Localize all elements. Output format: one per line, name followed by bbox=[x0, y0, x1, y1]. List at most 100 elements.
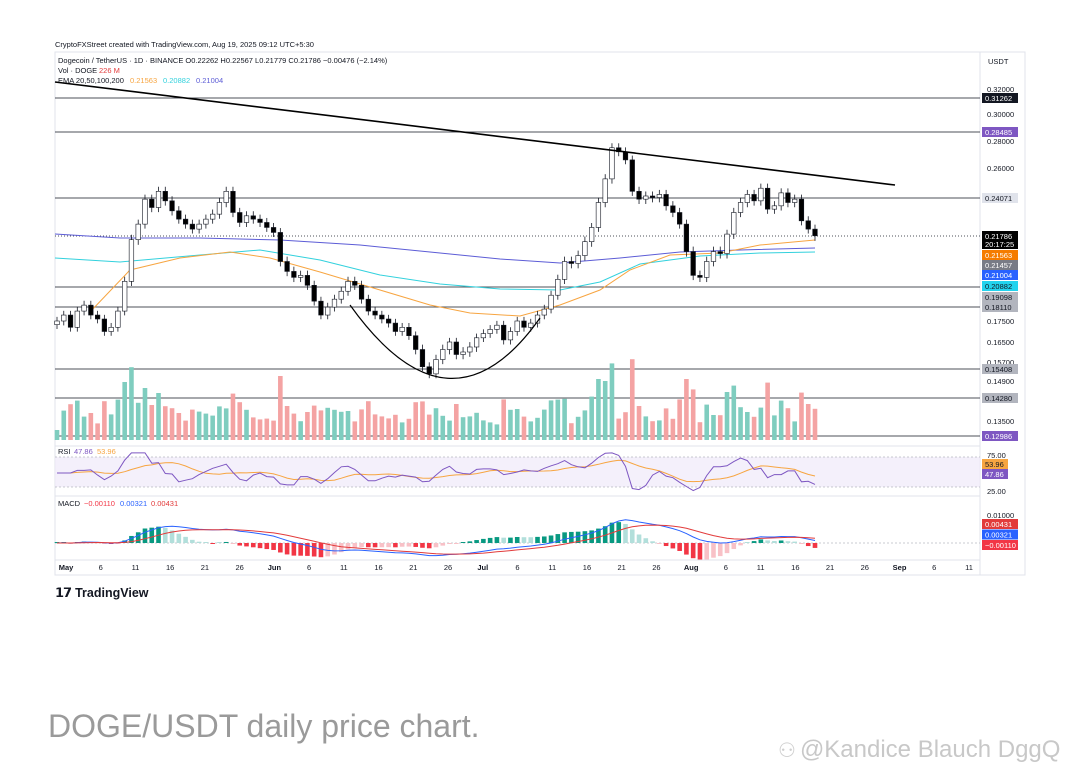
candle-body bbox=[237, 212, 243, 223]
macd-histogram-bar bbox=[426, 543, 432, 549]
image-caption: DOGE/USDT daily price chart. bbox=[48, 708, 480, 744]
candle-body bbox=[257, 218, 263, 223]
macd-histogram-bar bbox=[196, 541, 202, 543]
volume-bar bbox=[663, 408, 669, 440]
price-tick-label: 0.17500 bbox=[987, 317, 1014, 326]
macd-histogram-bar bbox=[704, 543, 710, 560]
macd-histogram-bar bbox=[697, 543, 703, 561]
macd-tag-label: 0.00321 bbox=[985, 531, 1012, 540]
candle-body bbox=[155, 191, 162, 208]
macd-histogram-bar bbox=[162, 527, 168, 543]
macd-histogram-bar bbox=[454, 543, 459, 544]
volume-bar bbox=[366, 401, 371, 440]
volume-bar bbox=[474, 412, 479, 440]
candle-body bbox=[751, 194, 757, 202]
ema-value: 0.21563 bbox=[130, 76, 157, 85]
volume-bar bbox=[433, 408, 439, 440]
price-tag-label: 0.24071 bbox=[985, 194, 1012, 203]
candle-body bbox=[169, 200, 175, 212]
candle-body bbox=[467, 346, 473, 353]
volume-bar bbox=[223, 408, 229, 440]
candle-body bbox=[365, 298, 371, 312]
vol-label: Vol · DOGE bbox=[58, 66, 97, 75]
candle-body bbox=[602, 178, 608, 203]
volume-bar bbox=[508, 409, 513, 440]
candle-body bbox=[426, 366, 432, 375]
x-axis-label: 16 bbox=[374, 563, 382, 572]
candle-body bbox=[575, 255, 581, 264]
macd-histogram-bar bbox=[541, 536, 547, 543]
macd-histogram-bar bbox=[203, 542, 209, 543]
volume-bar bbox=[372, 414, 378, 440]
macd-histogram-bar bbox=[440, 543, 446, 546]
volume-bar bbox=[176, 413, 182, 440]
candle-body bbox=[521, 320, 527, 328]
price-tag-label: 0.21563 bbox=[985, 251, 1012, 260]
chart-credit: CryptoFXStreet created with TradingView.… bbox=[55, 40, 314, 49]
macd-histogram-bar bbox=[352, 543, 358, 548]
candle-body bbox=[453, 341, 459, 355]
candle-body bbox=[514, 320, 520, 332]
rsi-tag bbox=[982, 469, 1008, 479]
candle-body bbox=[149, 198, 155, 208]
volume-bar bbox=[311, 405, 317, 440]
candle-body bbox=[176, 210, 182, 220]
rsi-line bbox=[57, 452, 816, 492]
price-tag bbox=[982, 250, 1018, 260]
x-axis-label: Aug bbox=[684, 563, 699, 572]
x-axis-label: Sep bbox=[893, 563, 907, 572]
macd-histogram-bar bbox=[724, 543, 730, 554]
volume-bar bbox=[792, 421, 797, 440]
volume-bar bbox=[494, 424, 500, 440]
macd-histogram-bar bbox=[758, 539, 764, 543]
volume-bar bbox=[413, 402, 418, 440]
candle-body bbox=[203, 218, 209, 225]
macd-histogram-bar bbox=[169, 530, 175, 543]
macd-histogram-bar bbox=[487, 537, 493, 543]
ema50-line bbox=[54, 249, 816, 291]
candle-body bbox=[216, 202, 223, 215]
macd-histogram-bar bbox=[244, 543, 249, 547]
volume-bar bbox=[643, 416, 649, 440]
macd-histogram-bar bbox=[190, 539, 195, 543]
candle-body bbox=[548, 294, 554, 310]
volume-bar bbox=[129, 367, 134, 440]
chart-canvas[interactable]: Dogecoin / TetherUS · 1D · BINANCE O0.22… bbox=[0, 0, 1080, 700]
macd-histogram-bar bbox=[237, 543, 243, 546]
macd-histogram-bar bbox=[386, 543, 391, 548]
candle-body bbox=[284, 261, 290, 272]
volume-bar bbox=[487, 422, 493, 440]
candle-body bbox=[771, 205, 777, 210]
ema-value: 0.21004 bbox=[196, 76, 223, 85]
macd-tag bbox=[982, 540, 1018, 550]
macd-histogram-bar bbox=[643, 538, 649, 543]
x-axis-label: 21 bbox=[826, 563, 834, 572]
candle-body bbox=[128, 239, 135, 282]
x-axis-label: 16 bbox=[583, 563, 591, 572]
x-axis-label: 26 bbox=[444, 563, 452, 572]
volume-bar bbox=[548, 400, 554, 440]
candle-body bbox=[589, 227, 595, 242]
macd-histogram-bar bbox=[413, 543, 418, 547]
vol-value: 226 M bbox=[99, 66, 120, 75]
macd-histogram-bar bbox=[183, 536, 188, 543]
macd-histogram-bar bbox=[657, 543, 662, 544]
candle-body bbox=[277, 232, 283, 262]
volume-bar bbox=[589, 396, 594, 440]
candle-body bbox=[717, 251, 723, 254]
price-tick-label: 0.16500 bbox=[987, 338, 1014, 347]
macd-hist-value: −0.00110 bbox=[84, 499, 115, 508]
candle-body bbox=[304, 275, 311, 286]
price-tag-label: 0.31262 bbox=[985, 94, 1012, 103]
candle-body bbox=[433, 359, 439, 375]
macd-histogram-bar bbox=[616, 522, 622, 543]
volume-bar bbox=[440, 415, 446, 440]
rsi-tick: 75.00 bbox=[987, 451, 1006, 460]
macd-tag bbox=[982, 529, 1018, 540]
candle-body bbox=[135, 223, 141, 240]
candle-body bbox=[629, 159, 635, 192]
candle-body bbox=[413, 335, 419, 350]
tradingview-logo[interactable]: 𝟭𝟳 TradingView bbox=[55, 585, 149, 601]
macd-histogram-bar bbox=[149, 527, 155, 543]
macd-histogram-bar bbox=[778, 540, 784, 543]
